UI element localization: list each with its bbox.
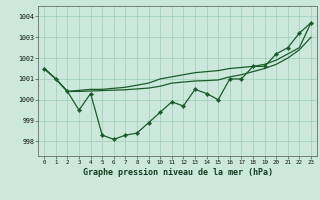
X-axis label: Graphe pression niveau de la mer (hPa): Graphe pression niveau de la mer (hPa)	[83, 168, 273, 177]
